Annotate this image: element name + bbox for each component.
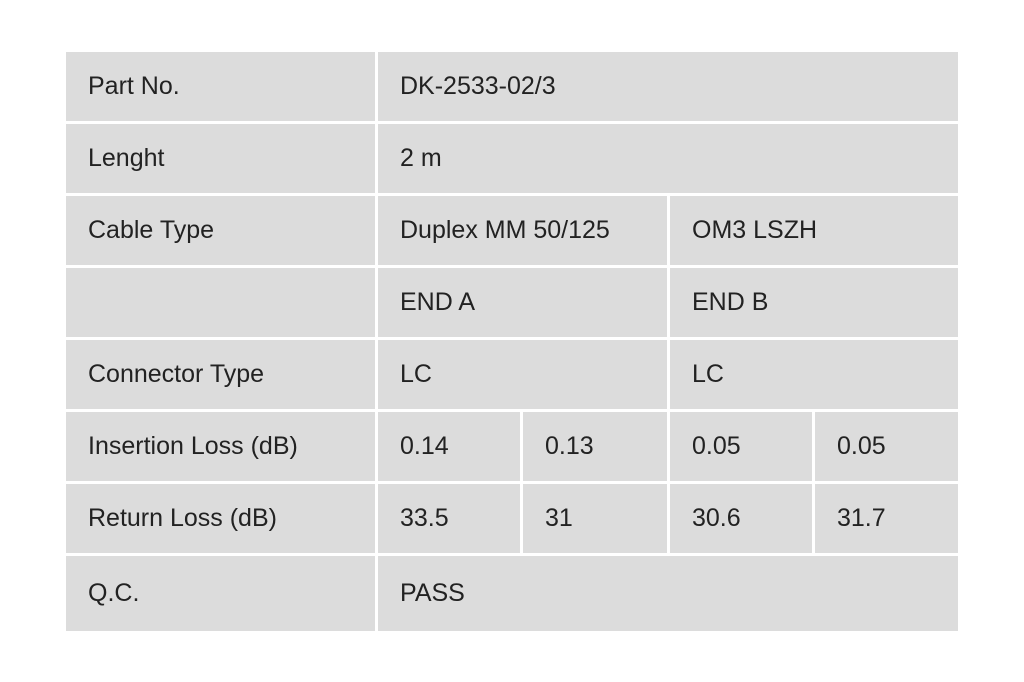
cell: OM3 LSZH — [670, 196, 958, 265]
row-label: Q.C. — [66, 556, 375, 631]
row-label — [66, 268, 375, 337]
row-label: Return Loss (dB) — [66, 484, 375, 553]
cell: 2 m — [378, 124, 958, 193]
cell: 0.05 — [670, 412, 812, 481]
row-label: Connector Type — [66, 340, 375, 409]
cell: LC — [670, 340, 958, 409]
cell: DK-2533-02/3 — [378, 52, 958, 121]
cell: 0.05 — [815, 412, 958, 481]
cell: 0.13 — [523, 412, 667, 481]
cell: LC — [378, 340, 667, 409]
row-label: Lenght — [66, 124, 375, 193]
cell: 31 — [523, 484, 667, 553]
cell: PASS — [378, 556, 958, 631]
cell: 31.7 — [815, 484, 958, 553]
row-label: Part No. — [66, 52, 375, 121]
cell: END B — [670, 268, 958, 337]
row-label: Insertion Loss (dB) — [66, 412, 375, 481]
cell: 30.6 — [670, 484, 812, 553]
row-label: Cable Type — [66, 196, 375, 265]
cell: 0.14 — [378, 412, 520, 481]
cell: 33.5 — [378, 484, 520, 553]
cell: Duplex MM 50/125 — [378, 196, 667, 265]
cell: END A — [378, 268, 667, 337]
